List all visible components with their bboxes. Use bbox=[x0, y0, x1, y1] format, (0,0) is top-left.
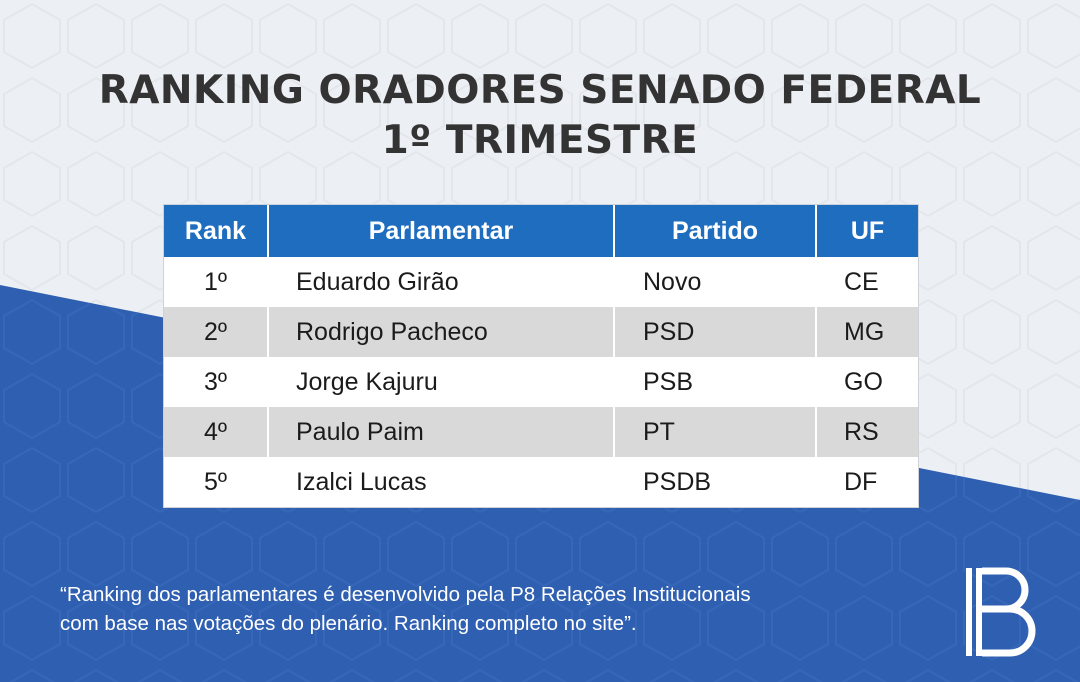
header-rank: Rank bbox=[164, 205, 269, 257]
table-row: 3º Jorge Kajuru PSB GO bbox=[164, 357, 918, 407]
cell-uf: GO bbox=[816, 357, 918, 407]
cell-partido: PSB bbox=[614, 357, 817, 407]
table-header-row: Rank Parlamentar Partido UF bbox=[164, 205, 918, 257]
header-uf: UF bbox=[816, 205, 918, 257]
cell-rank: 4º bbox=[164, 407, 269, 457]
cell-parlamentar: Eduardo Girão bbox=[268, 257, 615, 307]
page-title: RANKING ORADORES SENADO FEDERAL 1º TRIME… bbox=[0, 66, 1080, 166]
table-row: 1º Eduardo Girão Novo CE bbox=[164, 257, 918, 307]
cell-rank: 5º bbox=[164, 457, 269, 507]
p8-logo-icon bbox=[966, 567, 1036, 657]
caption-line-2: com base nas votações do plenário. Ranki… bbox=[60, 612, 637, 635]
cell-rank: 3º bbox=[164, 357, 269, 407]
title-line-2: 1º TRIMESTRE bbox=[381, 118, 699, 163]
cell-parlamentar: Rodrigo Pacheco bbox=[268, 307, 615, 357]
cell-parlamentar: Jorge Kajuru bbox=[268, 357, 615, 407]
cell-uf: MG bbox=[816, 307, 918, 357]
footnote-caption: “Ranking dos parlamentares é desenvolvid… bbox=[60, 580, 920, 638]
caption-line-1: “Ranking dos parlamentares é desenvolvid… bbox=[60, 583, 751, 606]
header-partido: Partido bbox=[614, 205, 817, 257]
cell-parlamentar: Izalci Lucas bbox=[268, 457, 615, 507]
header-parlamentar: Parlamentar bbox=[268, 205, 615, 257]
table-row: 4º Paulo Paim PT RS bbox=[164, 407, 918, 457]
cell-uf: DF bbox=[816, 457, 918, 507]
cell-rank: 2º bbox=[164, 307, 269, 357]
ranking-table: Rank Parlamentar Partido UF 1º Eduardo G… bbox=[163, 204, 919, 508]
cell-uf: CE bbox=[816, 257, 918, 307]
cell-parlamentar: Paulo Paim bbox=[268, 407, 615, 457]
cell-partido: Novo bbox=[614, 257, 817, 307]
cell-partido: PSD bbox=[614, 307, 817, 357]
title-line-1: RANKING ORADORES SENADO FEDERAL bbox=[98, 68, 982, 113]
cell-partido: PSDB bbox=[614, 457, 817, 507]
table-row: 5º Izalci Lucas PSDB DF bbox=[164, 457, 918, 507]
cell-partido: PT bbox=[614, 407, 817, 457]
table-row: 2º Rodrigo Pacheco PSD MG bbox=[164, 307, 918, 357]
cell-uf: RS bbox=[816, 407, 918, 457]
cell-rank: 1º bbox=[164, 257, 269, 307]
